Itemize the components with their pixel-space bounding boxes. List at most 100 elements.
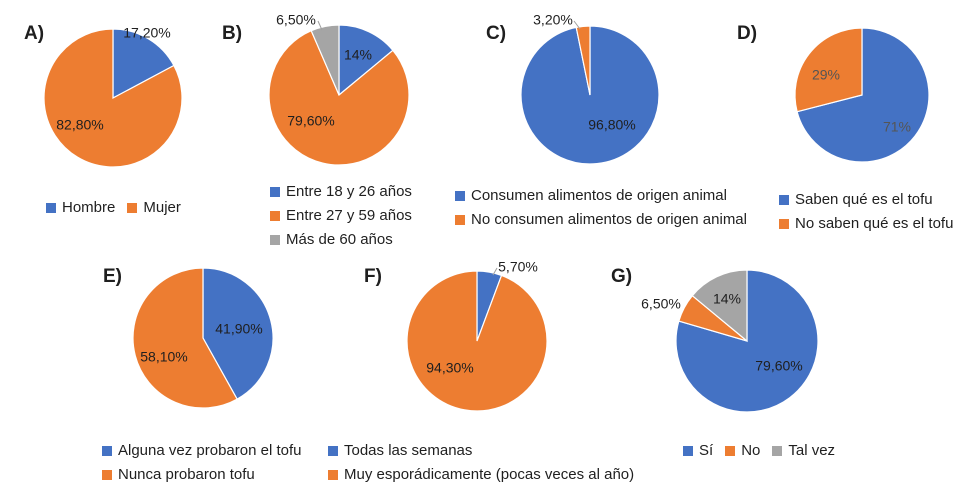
legend-label-f-todas-las-semanas: Todas las semanas: [344, 442, 473, 459]
legend-label-b-entre-18-y-26-anos: Entre 18 y 26 años: [286, 183, 412, 200]
panel-title-d: D): [737, 23, 758, 44]
legend-label-f-muy-esporadicamente-pocas-veces-al-ano: Muy esporádicamente (pocas veces al año): [344, 466, 635, 483]
panel-title-a: A): [24, 23, 45, 44]
legend-swatch-d-saben-que-es-el-tofu: [779, 195, 789, 205]
leader-line-b: [317, 20, 323, 31]
leader-line-c: [573, 20, 581, 30]
legend-swatch-b-mas-de-60-anos: [270, 235, 280, 245]
data-label-f-todas-las-semanas: 5,70%: [498, 259, 538, 275]
pie-slice-a-hombre: [112, 28, 175, 100]
pie-slice-d-no-saben-que-es-el-tofu: [794, 27, 863, 113]
legend-item-g-si: Sí: [683, 439, 713, 463]
legend-swatch-f-todas-las-semanas: [328, 446, 338, 456]
pie-chart-c: 96,80% 3,20%: [520, 12, 660, 165]
panel-title-g: G): [611, 266, 633, 287]
data-label-e-alguna-vez-probaron-el-tofu: 41,90%: [215, 321, 262, 337]
data-label-b-mas-de-60-anos: 6,50%: [276, 12, 316, 28]
legend-label-b-mas-de-60-anos: Más de 60 años: [286, 231, 393, 248]
legend-c: Consumen alimentos de origen animal No co…: [455, 184, 747, 232]
legend-a: Hombre Mujer: [46, 196, 181, 220]
data-label-g-si: 79,60%: [755, 358, 802, 374]
legend-swatch-e-nunca-probaron-tofu: [102, 470, 112, 480]
legend-swatch-b-entre-27-y-59-anos: [270, 211, 280, 221]
legend-label-g-tal-vez: Tal vez: [788, 442, 836, 459]
data-label-c-consumen-alimentos-de-origen-animal: 96,80%: [588, 117, 635, 133]
data-label-a-hombre: 17,20%: [123, 25, 170, 41]
legend-item-b-mas-de-60-anos: Más de 60 años: [270, 228, 412, 252]
legend-label-d-saben-que-es-el-tofu: Saben qué es el tofu: [795, 191, 933, 208]
data-label-f-muy-esporadicamente-pocas-veces-al-ano: 94,30%: [426, 360, 473, 376]
legend-item-f-muy-esporadicamente-pocas-veces-al-ano: Muy esporádicamente (pocas veces al año): [328, 463, 634, 487]
data-label-b-entre-27-y-59-anos: 79,60%: [287, 113, 334, 129]
legend-item-e-nunca-probaron-tofu: Nunca probaron tofu: [102, 463, 301, 487]
pie-chart-g: 79,60% 6,50% 14%: [641, 269, 819, 413]
legend-label-e-nunca-probaron-tofu: Nunca probaron tofu: [118, 466, 255, 483]
legend-swatch-b-entre-18-y-26-anos: [270, 187, 280, 197]
legend-label-b-entre-27-y-59-anos: Entre 27 y 59 años: [286, 207, 412, 224]
data-label-g-no: 6,50%: [641, 296, 681, 312]
legend-item-e-alguna-vez-probaron-el-tofu: Alguna vez probaron el tofu: [102, 439, 301, 463]
legend-swatch-c-no-consumen-alimentos-de-origen-animal: [455, 215, 465, 225]
pie-chart-f: 5,70% 94,30%: [406, 259, 548, 412]
leader-line-f: [492, 267, 498, 276]
legend-item-d-saben-que-es-el-tofu: Saben qué es el tofu: [779, 188, 953, 212]
pie-slice-c-no-consumen-alimentos-de-origen-animal: [575, 25, 591, 96]
legend-swatch-c-consumen-alimentos-de-origen-animal: [455, 191, 465, 201]
pie-slice-e-nunca-probaron-tofu: [132, 267, 238, 409]
data-label-a-mujer: 82,80%: [56, 117, 103, 133]
legend-swatch-e-alguna-vez-probaron-el-tofu: [102, 446, 112, 456]
legend-swatch-g-no: [725, 446, 736, 456]
pie-slice-e-alguna-vez-probaron-el-tofu: [202, 267, 274, 400]
legend-swatch-d-no-saben-que-es-el-tofu: [779, 219, 789, 229]
data-label-d-no-saben-que-es-el-tofu: 29%: [812, 67, 840, 83]
legend-item-b-entre-27-y-59-anos: Entre 27 y 59 años: [270, 204, 412, 228]
legend-label-d-no-saben-que-es-el-tofu: No saben qué es el tofu: [795, 215, 954, 232]
legend-item-c-no-consumen-alimentos-de-origen-animal: No consumen alimentos de origen animal: [455, 208, 747, 232]
pie-slice-b-mas-de-60-anos: [310, 24, 340, 96]
legend-swatch-g-tal-vez: [772, 446, 783, 456]
pie-slice-b-entre-18-y-26-anos: [338, 24, 394, 97]
legend-label-e-alguna-vez-probaron-el-tofu: Alguna vez probaron el tofu: [118, 442, 302, 459]
data-label-c-no-consumen-alimentos-de-origen-animal: 3,20%: [533, 12, 573, 28]
pie-chart-b: 14% 79,60% 6,50%: [268, 12, 410, 166]
panel-title-c: C): [486, 23, 507, 44]
panel-title-e: E): [103, 266, 122, 287]
legend-swatch-g-si: [683, 446, 693, 456]
legend-item-c-consumen-alimentos-de-origen-animal: Consumen alimentos de origen animal: [455, 184, 747, 208]
legend-label-g-si: Sí: [699, 442, 714, 459]
legend-f: Todas las semanas Muy esporádicamente (po…: [328, 439, 634, 487]
pie-slice-g-tal-vez: [691, 269, 748, 343]
legend-item-b-entre-18-y-26-anos: Entre 18 y 26 años: [270, 180, 412, 204]
data-label-e-nunca-probaron-tofu: 58,10%: [140, 349, 187, 365]
legend-d: Saben qué es el tofu No saben qué es el t…: [779, 188, 953, 236]
legend-e: Alguna vez probaron el tofu Nunca probaro…: [102, 439, 301, 487]
legend-item-f-todas-las-semanas: Todas las semanas: [328, 439, 634, 463]
legend-item-g-tal-vez: Tal vez: [772, 439, 835, 463]
pie-slice-d-saben-que-es-el-tofu: [796, 27, 930, 163]
legend-item-a-hombre: Hombre: [46, 196, 115, 220]
legend-item-a-mujer: Mujer: [127, 196, 181, 220]
pie-slice-b-entre-27-y-59-anos: [268, 29, 410, 166]
panel-title-b: B): [222, 23, 243, 44]
pie-chart-d: 71% 29%: [794, 27, 930, 163]
pie-slice-a-mujer: [43, 28, 183, 168]
legend-label-g-no: No: [741, 442, 761, 459]
legend-label-c-consumen-alimentos-de-origen-animal: Consumen alimentos de origen animal: [471, 187, 727, 204]
legend-label-a-hombre: Hombre: [62, 199, 116, 216]
pie-chart-e: 41,90% 58,10%: [132, 267, 274, 409]
legend-swatch-f-muy-esporadicamente-pocas-veces-al-ano: [328, 470, 338, 480]
legend-item-d-no-saben-que-es-el-tofu: No saben qué es el tofu: [779, 212, 953, 236]
panel-title-f: F): [364, 266, 382, 287]
data-label-d-saben-que-es-el-tofu: 71%: [883, 119, 911, 135]
data-label-b-entre-18-y-26-anos: 14%: [344, 47, 372, 63]
legend-swatch-a-hombre: [46, 203, 56, 213]
legend-b: Entre 18 y 26 años Entre 27 y 59 años Más …: [270, 180, 412, 252]
legend-item-g-no: No: [725, 439, 760, 463]
legend-label-c-no-consumen-alimentos-de-origen-animal: No consumen alimentos de origen animal: [471, 211, 747, 228]
pie-chart-a: 17,20% 82,80%: [43, 25, 183, 168]
legend-label-a-mujer: Mujer: [143, 199, 181, 216]
legend-swatch-a-mujer: [127, 203, 138, 213]
pie-slice-f-muy-esporadicamente-pocas-veces-al-ano: [406, 270, 548, 412]
